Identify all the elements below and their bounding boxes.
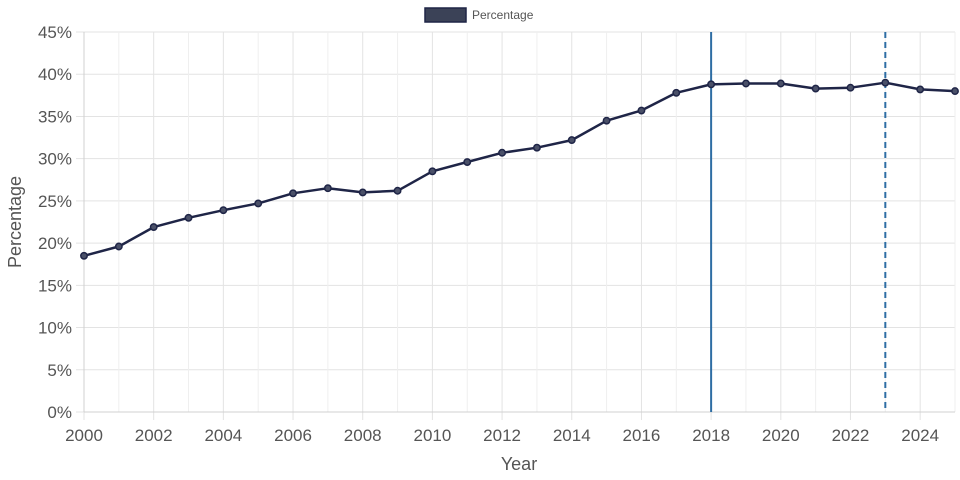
grid [76, 31, 956, 420]
data-point[interactable] [498, 148, 507, 157]
x-axis-title: Year [501, 454, 537, 474]
data-point[interactable] [672, 88, 681, 97]
x-tick-label: 2006 [274, 426, 312, 445]
x-tick-label: 2022 [832, 426, 870, 445]
x-tick-label: 2024 [901, 426, 939, 445]
x-axis-ticks: 2000 2002 2004 2006 2008 2010 2012 2014 2016 2018… [65, 426, 939, 445]
data-point[interactable] [707, 80, 716, 89]
data-point[interactable] [846, 83, 855, 92]
data-point[interactable] [80, 251, 88, 260]
data-point[interactable] [428, 167, 437, 176]
data-point[interactable] [114, 242, 123, 251]
data-point[interactable] [532, 143, 541, 152]
x-tick-label: 2018 [692, 426, 730, 445]
legend-label: Percentage [472, 8, 534, 22]
x-tick-label: 2012 [483, 426, 521, 445]
data-point[interactable] [637, 106, 646, 115]
reference-lines [710, 32, 887, 412]
x-tick-label: 2008 [344, 426, 382, 445]
data-point[interactable] [602, 116, 611, 125]
series-group [80, 78, 959, 260]
y-tick-label: 30% [38, 150, 72, 169]
data-point[interactable] [881, 78, 890, 87]
x-tick-label: 2014 [553, 426, 591, 445]
y-tick-label: 40% [38, 65, 72, 84]
data-point[interactable] [219, 206, 228, 215]
y-tick-label: 10% [38, 319, 72, 338]
y-tick-label: 0% [47, 403, 72, 422]
y-tick-label: 35% [38, 107, 72, 126]
data-point[interactable] [776, 79, 785, 88]
x-tick-label: 2004 [204, 426, 242, 445]
data-point[interactable] [184, 213, 193, 222]
data-point[interactable] [358, 188, 367, 197]
legend[interactable]: Percentage [424, 7, 534, 23]
data-point[interactable] [393, 186, 402, 195]
x-tick-label: 2020 [762, 426, 800, 445]
data-point[interactable] [916, 85, 925, 94]
x-tick-label: 2010 [413, 426, 451, 445]
y-axis-ticks: 0% 5% 10% 15% 20% 25% 30% 35% 40% 45% [38, 23, 72, 422]
y-axis-title: Percentage [5, 176, 25, 268]
data-point[interactable] [323, 184, 332, 193]
data-point[interactable] [289, 189, 297, 198]
data-point[interactable] [149, 223, 158, 232]
y-tick-label: 20% [38, 234, 72, 253]
y-tick-label: 5% [47, 361, 72, 380]
data-point[interactable] [951, 87, 959, 96]
y-tick-label: 25% [38, 192, 72, 211]
data-point[interactable] [567, 136, 576, 145]
data-point[interactable] [463, 158, 472, 166]
y-tick-label: 15% [38, 276, 72, 295]
x-tick-label: 2000 [65, 426, 103, 445]
series-line [83, 81, 956, 258]
legend-swatch [424, 7, 467, 23]
x-tick-label: 2016 [623, 426, 661, 445]
data-point[interactable] [742, 79, 750, 88]
y-tick-label: 45% [38, 23, 72, 42]
data-point[interactable] [254, 199, 263, 208]
data-point[interactable] [811, 84, 820, 93]
x-tick-label: 2002 [135, 426, 173, 445]
